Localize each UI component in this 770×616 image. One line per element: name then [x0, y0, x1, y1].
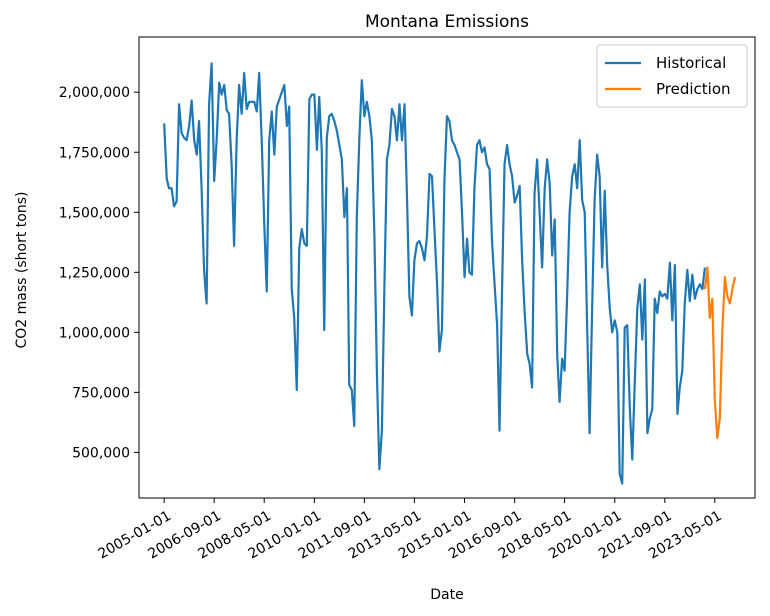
y-tick-label: 750,000: [72, 385, 130, 401]
series-line-historical: [163, 62, 707, 485]
y-tick-label: 2,000,000: [59, 85, 130, 101]
series-line-prediction: [703, 266, 737, 440]
legend: Historical Prediction: [596, 44, 748, 108]
series-layer: [163, 62, 737, 485]
y-tick-label: 1,500,000: [59, 205, 130, 221]
y-axis: 500,000 750,000 1,000,000 1,250,000 1,500,00…: [59, 85, 139, 461]
y-tick-label: 1,750,000: [59, 145, 130, 161]
chart-title: Montana Emissions: [365, 12, 529, 32]
legend-label-prediction: Prediction: [656, 80, 731, 98]
y-tick-label: 1,000,000: [59, 325, 130, 341]
y-axis-label: CO2 mass (short tons): [14, 192, 30, 349]
x-axis-label: Date: [430, 587, 463, 603]
legend-frame: [596, 44, 748, 108]
plot-frame: [138, 36, 756, 499]
legend-label-historical: Historical: [656, 54, 726, 72]
y-tick-label: 1,250,000: [59, 265, 130, 281]
y-tick-label: 500,000: [72, 445, 130, 461]
